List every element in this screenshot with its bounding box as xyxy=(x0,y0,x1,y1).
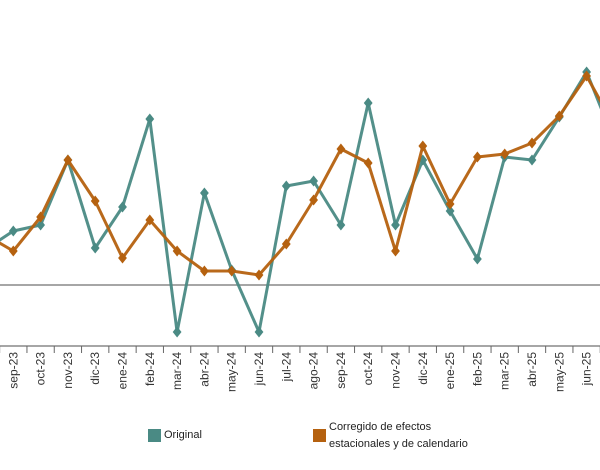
data-point-adjusted xyxy=(554,110,564,122)
data-point-original xyxy=(8,225,18,237)
data-point-adjusted xyxy=(145,214,155,226)
data-point-adjusted xyxy=(473,151,482,163)
x-tick-label: dic-23 xyxy=(88,352,102,385)
data-point-original xyxy=(254,326,264,338)
data-point-adjusted xyxy=(418,140,428,152)
legend-label-adjusted-line2: estacionales y de calendario xyxy=(329,438,468,450)
data-point-original xyxy=(391,219,400,231)
series-line-adjusted xyxy=(0,74,600,277)
data-point-original xyxy=(172,326,182,338)
data-point-adjusted xyxy=(391,245,400,257)
data-point-original xyxy=(200,187,209,199)
data-point-adjusted xyxy=(8,245,18,257)
data-point-adjusted xyxy=(172,245,182,257)
data-point-adjusted xyxy=(309,194,318,206)
data-point-original xyxy=(281,180,291,192)
data-point-original xyxy=(36,219,45,231)
legend-label-adjusted: Corregido de efectos estacionales y de c… xyxy=(329,419,468,453)
data-point-adjusted xyxy=(227,265,237,277)
data-point-adjusted xyxy=(281,238,291,250)
data-point-original xyxy=(90,242,100,254)
data-point-original xyxy=(309,175,318,187)
x-tick-label: jun-25 xyxy=(580,352,594,387)
data-point-adjusted xyxy=(63,154,73,166)
data-point-adjusted xyxy=(582,70,591,82)
data-point-original xyxy=(145,113,155,125)
legend-swatch-original xyxy=(148,429,161,442)
x-tick-label: jul-24 xyxy=(279,352,293,383)
data-point-adjusted xyxy=(200,265,209,277)
x-tick-label: ene-25 xyxy=(443,352,457,390)
plot-area: ago-23sep-23oct-23nov-23dic-23ene-24feb-… xyxy=(0,66,600,392)
x-tick-label: mar-24 xyxy=(170,352,184,390)
data-point-original xyxy=(336,219,346,231)
x-tick-label: nov-24 xyxy=(389,352,403,389)
x-tick-label: nov-23 xyxy=(61,352,75,389)
x-tick-label: dic-24 xyxy=(416,352,430,385)
data-point-adjusted xyxy=(363,157,373,169)
x-tick-label: sep-24 xyxy=(334,352,348,389)
x-tick-label: oct-24 xyxy=(361,352,375,386)
data-point-adjusted xyxy=(90,195,100,207)
x-tick-label: sep-23 xyxy=(6,352,20,389)
x-tick-label: jun-24 xyxy=(252,352,266,387)
data-point-adjusted xyxy=(336,143,346,155)
x-tick-label: feb-24 xyxy=(143,352,157,386)
legend-label-adjusted-line1: Corregido de efectos xyxy=(329,421,432,433)
data-point-original xyxy=(445,205,455,217)
data-point-adjusted xyxy=(118,252,127,264)
x-tick-label: oct-23 xyxy=(34,352,48,386)
legend-label-original: Original xyxy=(164,429,202,441)
data-point-adjusted xyxy=(527,137,537,149)
data-point-adjusted xyxy=(500,148,510,160)
x-tick-label: feb-25 xyxy=(470,352,484,386)
data-point-adjusted xyxy=(254,269,264,281)
series-line-original xyxy=(0,70,600,334)
x-tick-label: may-24 xyxy=(225,352,239,392)
x-tick-label: ago-24 xyxy=(307,352,321,390)
data-point-original xyxy=(363,97,373,109)
x-tick-label: ene-24 xyxy=(116,352,130,390)
x-tick-label: may-25 xyxy=(552,352,566,392)
data-point-adjusted xyxy=(36,211,45,223)
x-tick-label: abr-24 xyxy=(197,352,211,387)
data-point-adjusted xyxy=(445,198,455,210)
data-point-original xyxy=(527,154,537,166)
x-tick-label: abr-25 xyxy=(525,352,539,387)
data-point-original xyxy=(473,253,482,265)
legend-swatch-adjusted xyxy=(313,429,326,442)
data-point-original xyxy=(118,201,127,213)
x-tick-label: mar-25 xyxy=(498,352,512,390)
